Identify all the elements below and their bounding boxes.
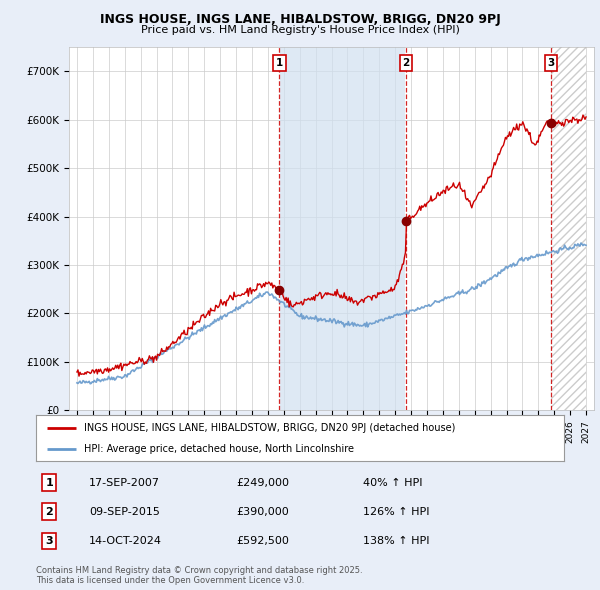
- Text: INGS HOUSE, INGS LANE, HIBALDSTOW, BRIGG, DN20 9PJ (detached house): INGS HOUSE, INGS LANE, HIBALDSTOW, BRIGG…: [83, 423, 455, 433]
- Text: Contains HM Land Registry data © Crown copyright and database right 2025.
This d: Contains HM Land Registry data © Crown c…: [36, 566, 362, 585]
- Text: 3: 3: [547, 58, 554, 68]
- Text: 40% ↑ HPI: 40% ↑ HPI: [364, 477, 423, 487]
- Text: INGS HOUSE, INGS LANE, HIBALDSTOW, BRIGG, DN20 9PJ: INGS HOUSE, INGS LANE, HIBALDSTOW, BRIGG…: [100, 13, 500, 26]
- Text: HPI: Average price, detached house, North Lincolnshire: HPI: Average price, detached house, Nort…: [83, 444, 353, 454]
- Text: £592,500: £592,500: [236, 536, 290, 546]
- Text: Price paid vs. HM Land Registry's House Price Index (HPI): Price paid vs. HM Land Registry's House …: [140, 25, 460, 35]
- Text: 09-SEP-2015: 09-SEP-2015: [89, 507, 160, 517]
- Text: 1: 1: [46, 477, 53, 487]
- Text: 17-SEP-2007: 17-SEP-2007: [89, 477, 160, 487]
- Text: 3: 3: [46, 536, 53, 546]
- Text: 138% ↑ HPI: 138% ↑ HPI: [364, 536, 430, 546]
- Text: £249,000: £249,000: [236, 477, 290, 487]
- Text: £390,000: £390,000: [236, 507, 289, 517]
- Text: 2: 2: [46, 507, 53, 517]
- Text: 1: 1: [275, 58, 283, 68]
- Text: 126% ↑ HPI: 126% ↑ HPI: [364, 507, 430, 517]
- Text: 14-OCT-2024: 14-OCT-2024: [89, 536, 162, 546]
- Text: 2: 2: [403, 58, 410, 68]
